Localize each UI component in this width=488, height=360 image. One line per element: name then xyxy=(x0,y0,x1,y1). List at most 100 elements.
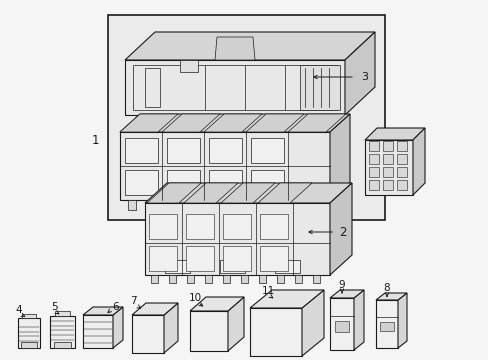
Polygon shape xyxy=(183,183,238,203)
Bar xyxy=(287,200,295,210)
Bar xyxy=(167,170,200,195)
Text: 8: 8 xyxy=(383,283,389,293)
Polygon shape xyxy=(329,183,351,275)
Bar xyxy=(149,246,177,271)
Bar xyxy=(167,138,200,163)
Bar xyxy=(334,321,348,332)
Bar xyxy=(294,275,302,283)
Polygon shape xyxy=(120,132,329,200)
Text: 9: 9 xyxy=(338,280,345,290)
Polygon shape xyxy=(163,303,178,353)
Polygon shape xyxy=(375,300,397,348)
Polygon shape xyxy=(345,32,374,115)
Bar xyxy=(259,275,265,283)
Bar xyxy=(215,115,237,123)
Polygon shape xyxy=(162,114,220,132)
Text: 3: 3 xyxy=(361,72,368,82)
Text: 7: 7 xyxy=(129,296,136,306)
Bar xyxy=(223,214,250,239)
Bar xyxy=(382,180,392,190)
Bar xyxy=(155,115,177,123)
Polygon shape xyxy=(329,290,363,298)
Bar xyxy=(396,167,406,177)
Polygon shape xyxy=(397,293,406,348)
Bar xyxy=(149,214,177,239)
Polygon shape xyxy=(164,260,190,273)
Polygon shape xyxy=(412,128,424,195)
Bar xyxy=(250,170,284,195)
Bar xyxy=(312,275,319,283)
Text: 11: 11 xyxy=(261,286,274,296)
Bar xyxy=(223,246,250,271)
Text: 1: 1 xyxy=(91,134,99,147)
Bar xyxy=(22,314,36,318)
Bar xyxy=(299,65,339,110)
Polygon shape xyxy=(190,311,227,351)
Bar xyxy=(241,275,247,283)
Polygon shape xyxy=(245,114,304,132)
Polygon shape xyxy=(287,114,346,132)
Polygon shape xyxy=(83,307,123,315)
Bar xyxy=(274,115,296,123)
Bar xyxy=(368,180,378,190)
Text: 5: 5 xyxy=(51,302,57,312)
Text: 2: 2 xyxy=(339,225,346,239)
Polygon shape xyxy=(120,114,178,132)
Bar xyxy=(382,167,392,177)
Polygon shape xyxy=(302,290,324,356)
Text: 6: 6 xyxy=(112,302,119,312)
Bar xyxy=(207,200,216,210)
Bar xyxy=(185,246,214,271)
Bar xyxy=(208,170,242,195)
Polygon shape xyxy=(50,316,75,348)
Polygon shape xyxy=(353,290,363,350)
Polygon shape xyxy=(221,183,274,203)
Bar xyxy=(21,342,37,348)
Bar xyxy=(108,15,384,220)
Polygon shape xyxy=(145,183,351,203)
Bar xyxy=(368,141,378,151)
Polygon shape xyxy=(125,60,345,115)
Bar xyxy=(223,275,229,283)
Bar xyxy=(125,170,158,195)
Polygon shape xyxy=(18,318,40,348)
Bar xyxy=(204,275,212,283)
Bar xyxy=(368,167,378,177)
Polygon shape xyxy=(364,128,424,140)
Bar xyxy=(267,200,275,210)
Polygon shape xyxy=(215,37,254,60)
Polygon shape xyxy=(132,303,178,315)
Text: 10: 10 xyxy=(188,293,201,303)
Bar xyxy=(133,65,336,110)
Bar xyxy=(169,275,176,283)
Bar xyxy=(54,342,71,348)
Bar xyxy=(227,200,236,210)
Bar xyxy=(55,311,70,316)
Polygon shape xyxy=(203,114,262,132)
Polygon shape xyxy=(249,308,302,356)
Bar xyxy=(208,138,242,163)
Bar xyxy=(148,200,156,210)
Polygon shape xyxy=(83,315,113,348)
Bar xyxy=(396,141,406,151)
Polygon shape xyxy=(120,114,349,132)
Polygon shape xyxy=(274,260,299,273)
Bar xyxy=(247,200,256,210)
Bar xyxy=(128,200,136,210)
Bar xyxy=(168,200,176,210)
Bar xyxy=(186,275,194,283)
Polygon shape xyxy=(125,32,374,60)
Polygon shape xyxy=(258,183,311,203)
Bar xyxy=(380,321,393,331)
Bar xyxy=(260,214,287,239)
Polygon shape xyxy=(190,297,244,311)
Bar xyxy=(187,200,196,210)
Bar xyxy=(260,246,287,271)
Bar xyxy=(125,138,158,163)
Polygon shape xyxy=(220,260,244,273)
Bar xyxy=(396,154,406,164)
Polygon shape xyxy=(375,293,406,300)
Bar xyxy=(250,138,284,163)
Polygon shape xyxy=(364,140,412,195)
Bar xyxy=(276,275,284,283)
